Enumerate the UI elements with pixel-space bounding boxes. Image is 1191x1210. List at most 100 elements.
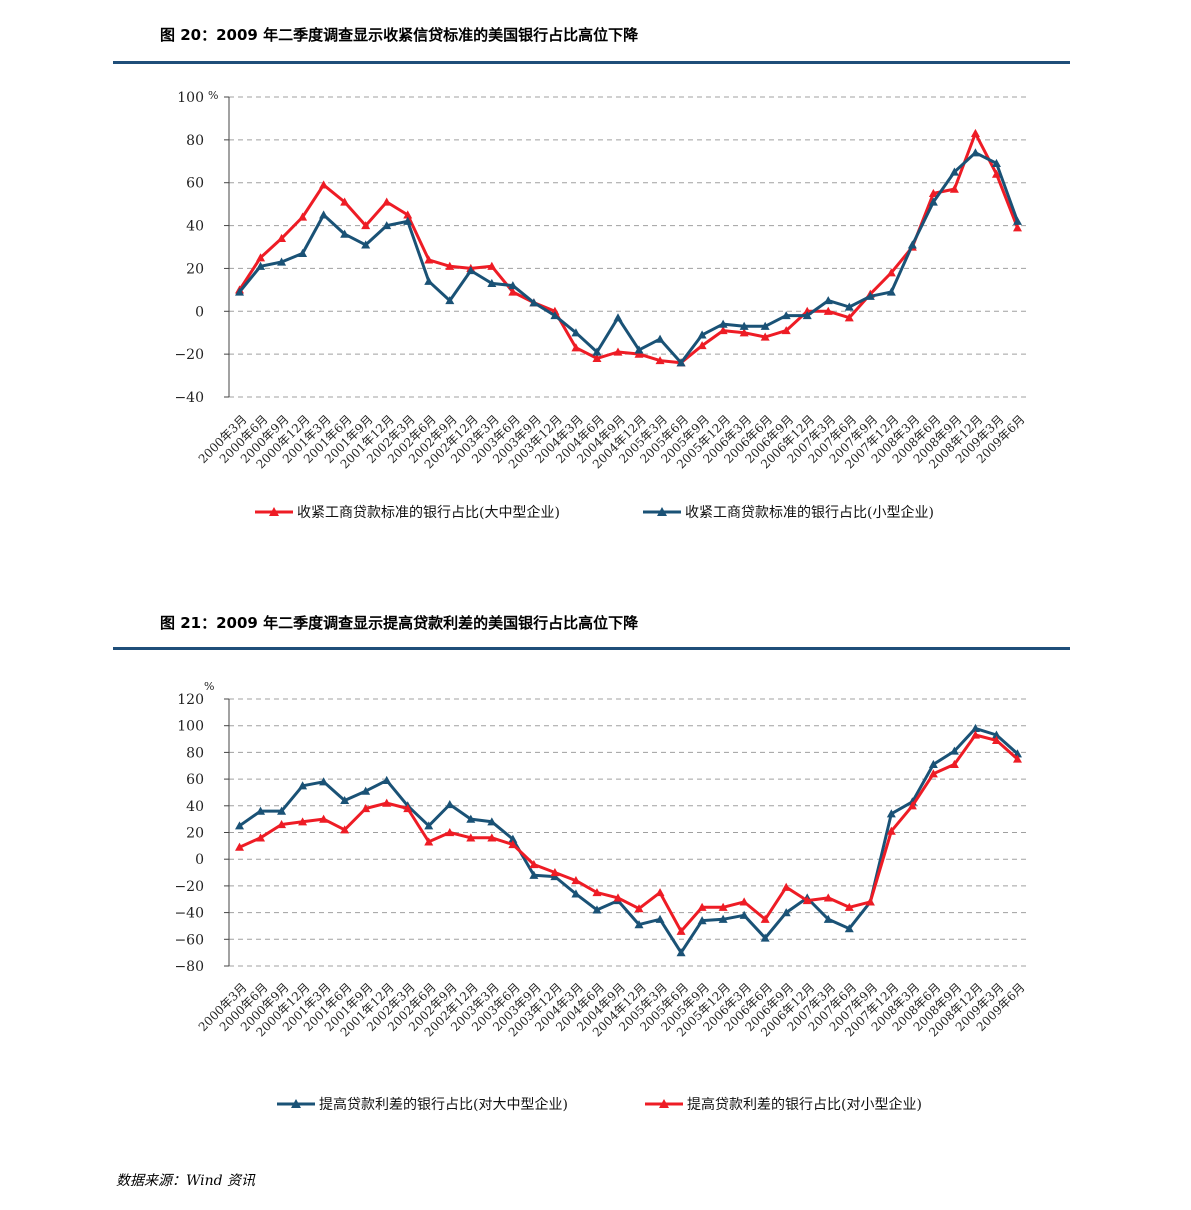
data-point-marker [508, 834, 518, 843]
data-point-marker [298, 817, 308, 826]
y-tick-label: 0 [195, 852, 204, 868]
data-point-marker [382, 798, 392, 807]
data-point-marker [634, 349, 644, 358]
data-point-marker [634, 904, 644, 913]
data-point-marker [676, 926, 686, 935]
data-point-marker [319, 210, 329, 219]
data-point-marker [865, 291, 875, 300]
series-line-2 [238, 151, 1019, 365]
y-tick-label: 20 [186, 261, 204, 277]
data-point-marker [361, 240, 371, 249]
data-point-marker [907, 801, 917, 810]
data-point-marker [382, 775, 392, 785]
y-unit-label: % [208, 89, 218, 102]
data-point-marker [235, 842, 245, 851]
data-point-marker [970, 730, 980, 739]
data-point-marker [613, 893, 623, 902]
y-tick-label: 120 [177, 692, 204, 708]
y-tick-label: 60 [186, 176, 204, 192]
data-point-marker [424, 276, 434, 285]
data-point-marker [655, 334, 665, 343]
y-tick-label: 40 [186, 799, 204, 815]
data-point-marker [928, 188, 938, 198]
data-point-marker [655, 888, 665, 897]
data-point-marker [844, 924, 854, 933]
data-point-marker [403, 216, 413, 225]
figure-20-rule [113, 61, 1070, 64]
data-point-marker [529, 870, 539, 879]
y-tick-label: −20 [174, 347, 204, 363]
data-point-marker [235, 821, 245, 830]
legend-swatch-marker [659, 1099, 669, 1108]
data-point-marker [403, 210, 413, 219]
data-point-marker [844, 902, 854, 911]
y-tick-label: 80 [186, 745, 204, 761]
data-point-marker [487, 833, 497, 842]
data-point-marker [760, 933, 770, 942]
data-point-marker [844, 313, 854, 322]
data-point-marker [298, 781, 308, 790]
data-point-marker [802, 896, 812, 905]
legend-entry-label: 收紧工商贷款标准的银行占比(大中型企业) [297, 504, 560, 521]
data-point-marker [697, 902, 707, 911]
data-point-marker [592, 888, 602, 897]
data-point-marker [718, 326, 728, 335]
data-source-note: 数据来源：Wind 资讯 [116, 1173, 256, 1189]
data-point-marker [529, 298, 539, 307]
data-point-marker [298, 248, 308, 258]
data-point-marker [823, 914, 833, 923]
data-point-marker [445, 296, 455, 305]
data-point-marker [739, 321, 749, 330]
data-point-marker [823, 893, 833, 902]
data-point-marker [277, 233, 287, 243]
data-point-marker [781, 882, 791, 891]
data-point-marker [676, 358, 686, 367]
data-point-marker [487, 817, 497, 826]
data-point-marker [865, 897, 875, 906]
data-point-marker [508, 287, 518, 296]
data-point-marker [508, 281, 518, 290]
data-point-marker [991, 169, 1001, 178]
data-point-marker [487, 261, 497, 270]
data-point-marker [907, 240, 917, 249]
data-point-marker [718, 914, 728, 923]
data-point-marker [361, 803, 371, 813]
data-point-marker [571, 328, 581, 337]
data-point-marker [949, 759, 959, 769]
data-point-marker [1012, 216, 1022, 225]
data-point-marker [823, 296, 833, 305]
legend-entry-label: 提高贷款利差的银行占比(对小型企业) [687, 1096, 922, 1113]
data-point-marker [592, 347, 602, 356]
data-point-marker [382, 197, 392, 206]
data-point-marker [613, 347, 623, 356]
data-point-marker [949, 746, 959, 755]
data-point-marker [298, 212, 308, 221]
data-point-marker [550, 868, 560, 877]
data-point-marker [634, 345, 644, 354]
data-point-marker [781, 311, 791, 320]
data-point-marker [886, 268, 896, 277]
data-point-marker [991, 158, 1001, 168]
data-point-marker [760, 321, 770, 330]
data-point-marker [886, 809, 896, 818]
data-point-marker [256, 261, 266, 270]
y-tick-label: −60 [174, 932, 204, 948]
data-point-marker [739, 897, 749, 906]
data-point-marker [550, 311, 560, 320]
data-point-marker [319, 180, 329, 189]
data-point-marker [697, 916, 707, 925]
data-point-marker [970, 723, 980, 732]
data-point-marker [256, 833, 266, 842]
data-point-marker [697, 341, 707, 350]
data-point-marker [340, 795, 350, 805]
data-point-marker [571, 876, 581, 885]
data-point-marker [928, 197, 938, 206]
data-point-marker [466, 814, 476, 823]
data-point-marker [1012, 223, 1022, 232]
data-point-marker [886, 287, 896, 296]
data-point-marker [403, 803, 413, 813]
data-point-marker [277, 257, 287, 266]
data-point-marker [949, 167, 959, 176]
data-point-marker [256, 806, 266, 815]
data-point-marker [571, 343, 581, 352]
